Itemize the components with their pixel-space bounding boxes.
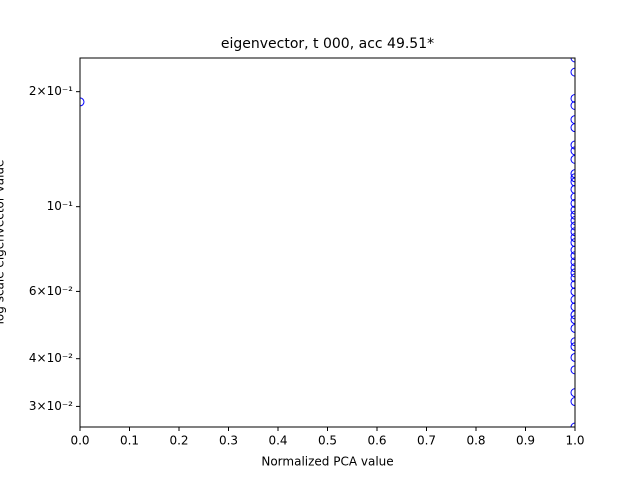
y-tick-label: 4×10⁻² [29, 351, 73, 365]
point [570, 210, 575, 220]
x-tick-label: 0.8 [466, 434, 485, 448]
point [570, 198, 575, 208]
y-tick-label: 2×10⁻¹ [29, 84, 73, 98]
point [570, 263, 575, 273]
point [570, 146, 575, 156]
x-tick-label: 0.6 [367, 434, 386, 448]
plot-area [80, 58, 575, 427]
point [570, 93, 575, 103]
point [570, 302, 575, 312]
point [570, 173, 575, 183]
point [570, 184, 575, 194]
point [80, 97, 85, 107]
point [570, 101, 575, 111]
point [570, 365, 575, 375]
x-axis-label: Normalized PCA value [261, 455, 393, 469]
point [570, 268, 575, 278]
x-tick-label: 0.2 [169, 434, 188, 448]
point [570, 257, 575, 267]
x-tick-label: 1.0 [565, 434, 584, 448]
point [570, 123, 575, 133]
point [570, 177, 575, 187]
x-tick-label: 0.4 [268, 434, 287, 448]
y-axis-label: log scale eigenvector value [0, 160, 7, 325]
point [570, 352, 575, 362]
point [570, 233, 575, 243]
point [570, 245, 575, 255]
point [570, 273, 575, 283]
x-tick-label: 0.1 [120, 434, 139, 448]
point [570, 397, 575, 407]
point [570, 238, 575, 248]
point [570, 295, 575, 305]
point [570, 251, 575, 261]
y-tick-label: 3×10⁻² [29, 399, 73, 413]
x-tick-label: 0.3 [219, 434, 238, 448]
point [570, 310, 575, 320]
chart-title: eigenvector, t 000, acc 49.51* [221, 36, 434, 52]
point [570, 67, 575, 77]
x-tick-label: 0.5 [318, 434, 337, 448]
point [570, 169, 575, 179]
point [570, 280, 575, 290]
point [570, 140, 575, 150]
point [570, 342, 575, 352]
point [570, 216, 575, 226]
point [570, 315, 575, 325]
point [570, 323, 575, 333]
point [570, 115, 575, 125]
point [570, 287, 575, 297]
x-tick-label: 0.7 [417, 434, 436, 448]
point [570, 227, 575, 237]
x-tick-label: 0.0 [70, 434, 89, 448]
point [570, 388, 575, 398]
point [570, 205, 575, 215]
point [570, 192, 575, 202]
y-tick-label: 10⁻¹ [47, 199, 74, 213]
y-tick-label: 6×10⁻² [29, 284, 73, 298]
point [570, 337, 575, 347]
x-tick-label: 0.9 [516, 434, 535, 448]
point [570, 221, 575, 231]
point [570, 154, 575, 164]
